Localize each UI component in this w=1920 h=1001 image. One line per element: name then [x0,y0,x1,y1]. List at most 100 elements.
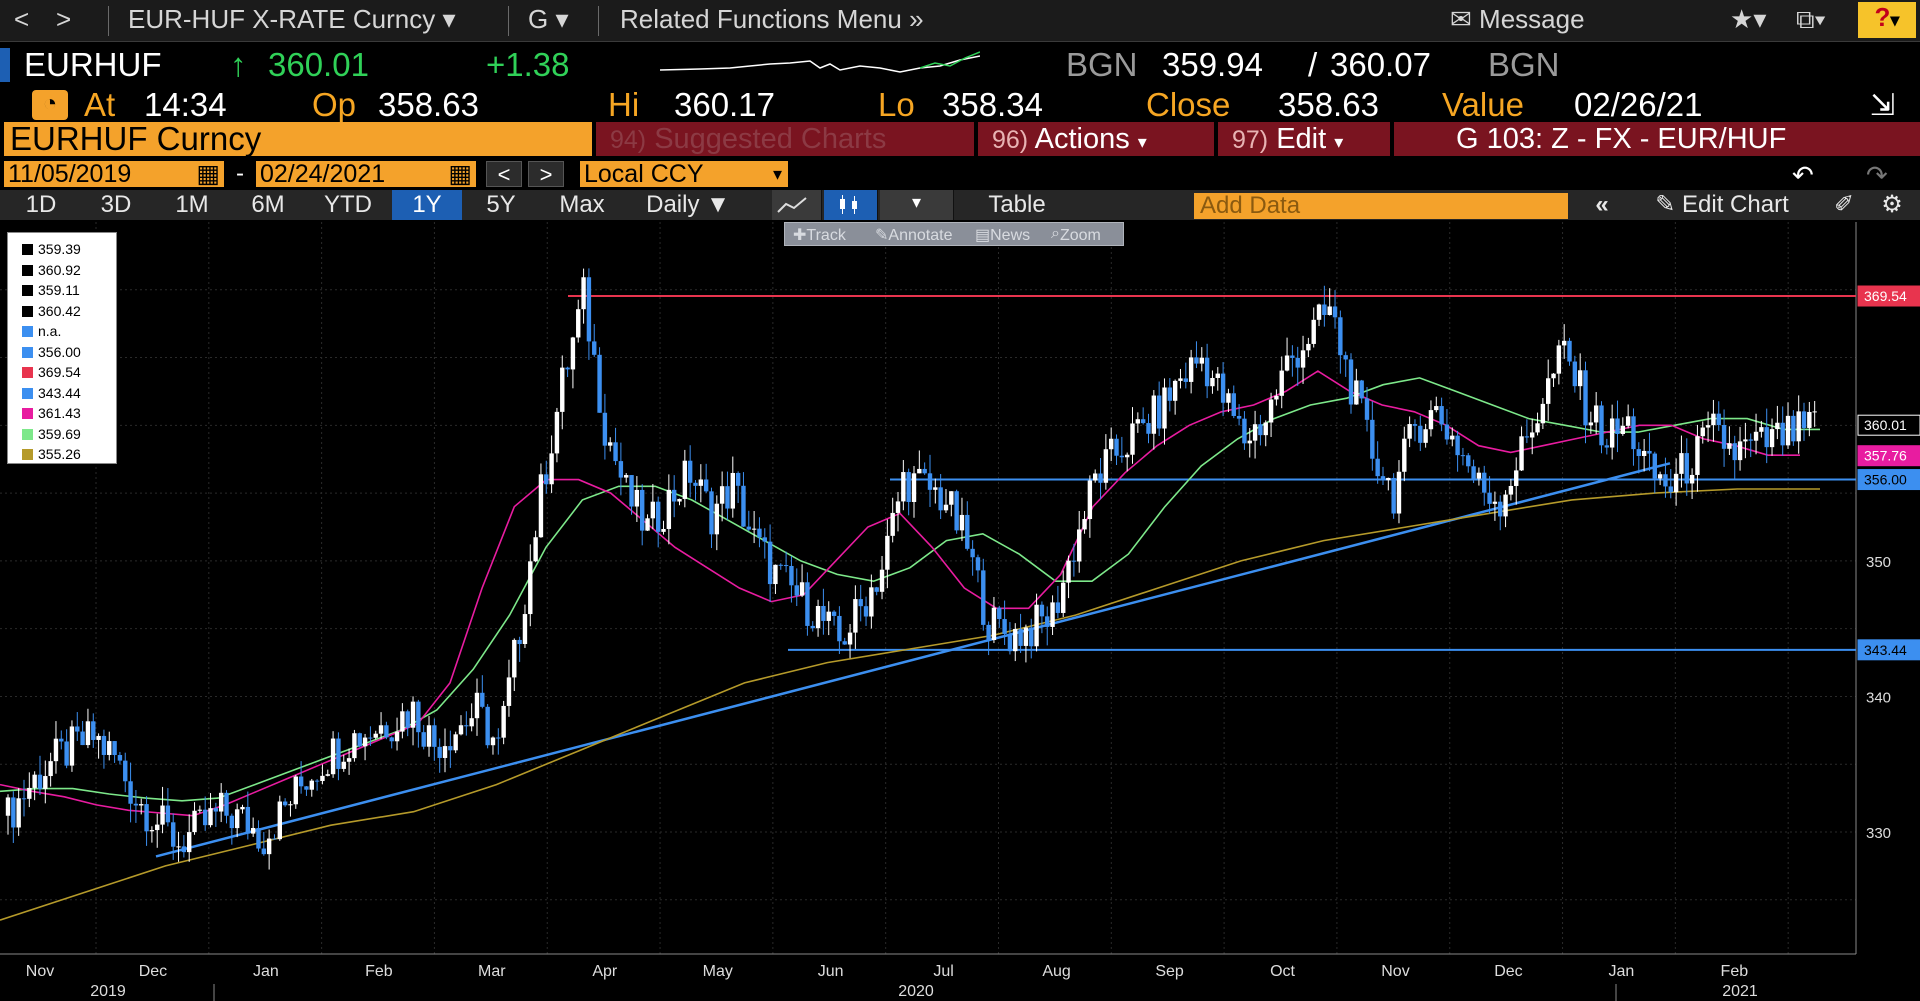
g-menu[interactable]: G ▾ [528,4,569,35]
calendar-icon[interactable]: ▦ [196,160,220,188]
message-button[interactable]: ✉ Message [1450,4,1585,35]
candle-body [1620,425,1626,434]
track-tool[interactable]: ✚ Track [793,227,846,244]
candle-body [1695,436,1700,475]
tab-ytd[interactable]: YTD [324,191,372,218]
candle-body [698,479,704,486]
candle-body [1236,415,1242,419]
help-button[interactable]: ?▾ [1858,2,1916,38]
tab-6m[interactable]: 6M [251,191,285,218]
legend-item[interactable]: 356.00 [22,344,81,364]
calendar-icon[interactable]: ▦ [448,160,472,188]
zoom-tool[interactable]: ⌕ Zoom [1051,225,1101,244]
security-menu[interactable]: EUR-HUF X-RATE Curncy ▾ [128,4,456,35]
candle-body [767,541,773,585]
caret-down-icon: ▾ [912,192,922,212]
caret-down-icon: ▾ [1137,132,1147,152]
candle-body [469,718,474,727]
actions-button[interactable]: 96) Actions ▾ [978,122,1214,156]
security-field[interactable]: EURHUF Curncy [4,122,592,156]
candle-body [1172,380,1178,401]
collapse-panel-icon[interactable]: « [1595,191,1609,218]
candle-body [538,474,544,538]
legend-item[interactable]: 359.69 [22,426,81,446]
candle-body [128,781,133,804]
legend-item[interactable]: 369.54 [22,364,81,384]
table-button[interactable]: Table [988,191,1046,218]
divider [508,6,509,36]
candle-body [346,758,352,762]
candle-body [1577,370,1583,387]
chart-type-dropdown[interactable]: ▾ [880,190,954,220]
tab-1d[interactable]: 1D [25,191,57,218]
undo-icon[interactable]: ↶ [1792,160,1814,190]
candle-body [586,277,592,342]
tab-3d[interactable]: 3D [100,191,132,218]
next-period-button[interactable]: > [528,161,564,187]
candle-body [474,692,480,719]
candle-body [1668,486,1673,493]
candle-chart-button[interactable] [824,190,878,220]
candle-body [1055,602,1061,613]
edit-button[interactable]: 97) Edit ▾ [1218,122,1390,156]
currency-select[interactable]: Local CCY ▾ [580,161,788,187]
line-chart-button[interactable] [772,190,822,220]
chart-export-icon[interactable]: ⇲ [1870,89,1896,122]
candle-body [570,337,576,370]
prev-period-button[interactable]: < [486,161,522,187]
end-date-field[interactable]: 02/24/2021 ▦ [256,161,476,187]
tab-5y[interactable]: 5Y [486,191,516,218]
legend-item[interactable]: 359.11 [22,282,80,302]
start-date-field[interactable]: 11/05/2019 ▦ [4,161,224,187]
edit-chart-button[interactable]: ✎ Edit Chart [1632,190,1812,220]
candle-body [645,518,650,531]
legend-item[interactable]: 361.43 [22,405,81,425]
legend-item[interactable]: 360.42 [22,303,81,323]
candle-body [757,528,762,538]
legend-item[interactable]: 343.44 [22,385,81,405]
candle-body [176,846,181,848]
related-functions-menu[interactable]: Related Functions Menu » [620,4,924,35]
candle-body [911,473,917,502]
candle-body [1359,380,1364,399]
candle-body [709,491,714,535]
settings-gear-icon[interactable]: ⚙ [1881,191,1903,218]
chart-legend[interactable]: 359.39 360.92 359.11 360.42 n.a. 356.00 369.54… [7,232,117,464]
candle-body [1732,443,1737,461]
star-icon: ★ [1730,4,1754,34]
back-button[interactable]: < [14,4,30,34]
candle-body [933,487,938,490]
frequency-select[interactable]: Daily ▼ [628,190,748,220]
candle-body [741,485,746,527]
window-options-button[interactable]: ⧉▾ [1796,4,1826,36]
x-month-label: Sep [1155,963,1184,980]
price-chart[interactable]: 330 340 350 Nov Dec Jan Feb Mar Apr May Jun Jul Aug S… [0,222,1920,1001]
forward-button[interactable]: > [56,4,72,34]
candle-body [336,738,341,769]
candle-body [426,725,432,747]
chart-edit-icon[interactable]: ✐ [1833,191,1855,218]
candle-body [1370,419,1375,459]
add-data-input[interactable]: Add Data [1194,193,1568,219]
redo-icon[interactable]: ↷ [1866,160,1888,190]
candle-body [1013,628,1018,652]
tab-1y[interactable]: 1Y [392,190,462,220]
legend-item[interactable]: 355.26 [22,446,81,466]
candle-body [1546,378,1551,404]
legend-swatch [22,264,33,276]
candle-body [1071,560,1077,562]
annotate-tool[interactable]: ✎ Annotate [875,227,953,244]
suggested-charts-button[interactable]: 94) Suggested Charts [596,122,974,156]
legend-item[interactable]: 360.92 [22,262,81,282]
legend-item[interactable]: 359.39 [22,241,81,261]
news-tool[interactable]: ▤ News [975,227,1031,244]
favorites-button[interactable]: ★▾ [1730,4,1766,35]
tab-1m[interactable]: 1M [175,191,209,218]
candle-body [959,514,965,531]
legend-item[interactable]: n.a. [22,323,61,343]
candle-body [1801,411,1807,428]
candle-body [53,738,59,762]
start-date-value: 11/05/2019 [8,160,132,188]
tab-max[interactable]: Max [559,191,605,218]
candle-body [810,625,815,629]
